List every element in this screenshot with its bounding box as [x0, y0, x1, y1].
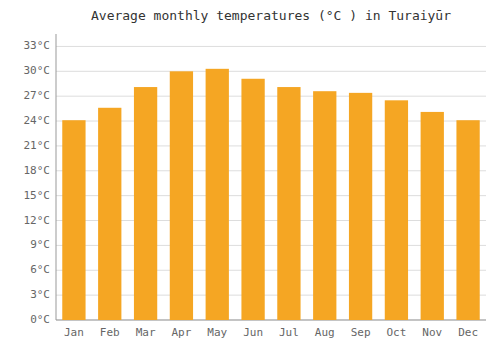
- bar: [385, 100, 408, 320]
- y-tick-label: 6°C: [30, 263, 50, 276]
- x-axis: Jan Feb Mar Apr May Jun Jul Aug Sep Oct Nov Dec: [64, 326, 478, 339]
- x-tick-label: Jun: [243, 326, 263, 339]
- bar: [313, 91, 336, 320]
- chart-svg: Average monthly temperatures (°C ) in Tu…: [0, 0, 500, 350]
- grid-line: [56, 46, 486, 47]
- y-tick-label: 12°C: [24, 214, 51, 227]
- chart-title: Average monthly temperatures (°C ) in Tu…: [91, 8, 451, 23]
- y-tick-label: 9°C: [30, 238, 50, 251]
- x-tick-label: Feb: [100, 326, 120, 339]
- y-axis: 0°C 3°C 6°C 9°C 12°C 15°C 18°C 21°C 24°C 27°C 30°C…: [24, 39, 487, 326]
- grid-line: [56, 71, 486, 72]
- bar: [98, 108, 121, 320]
- y-tick-label: 30°C: [24, 64, 51, 77]
- y-tick-label: 24°C: [24, 114, 51, 127]
- bar: [170, 71, 193, 320]
- x-tick-label: Dec: [458, 326, 478, 339]
- x-tick-label: Sep: [351, 326, 371, 339]
- y-tick-label: 18°C: [24, 164, 51, 177]
- bars: [62, 69, 479, 320]
- x-tick-label: Jan: [64, 326, 84, 339]
- x-tick-label: May: [207, 326, 227, 339]
- y-axis-line: [56, 34, 57, 320]
- chart-container: Average monthly temperatures (°C ) in Tu…: [0, 0, 500, 350]
- y-tick-label: 27°C: [24, 89, 51, 102]
- bar: [421, 112, 444, 320]
- y-tick-label: 15°C: [24, 189, 51, 202]
- bar: [349, 93, 372, 320]
- grid-line: [56, 96, 486, 97]
- bar: [206, 69, 229, 320]
- bar: [62, 120, 85, 320]
- y-tick-label: 33°C: [24, 39, 51, 52]
- x-tick-label: Mar: [136, 326, 156, 339]
- y-tick-label: 3°C: [30, 288, 50, 301]
- bar: [456, 120, 479, 320]
- x-tick-label: Aug: [315, 326, 335, 339]
- x-tick-label: Nov: [422, 326, 442, 339]
- y-tick-label: 21°C: [24, 139, 51, 152]
- x-tick-label: Apr: [171, 326, 191, 339]
- x-tick-label: Jul: [279, 326, 299, 339]
- bar: [277, 87, 300, 320]
- bar: [241, 79, 264, 320]
- bar: [134, 87, 157, 320]
- y-tick-label: 0°C: [30, 313, 50, 326]
- x-tick-label: Oct: [386, 326, 406, 339]
